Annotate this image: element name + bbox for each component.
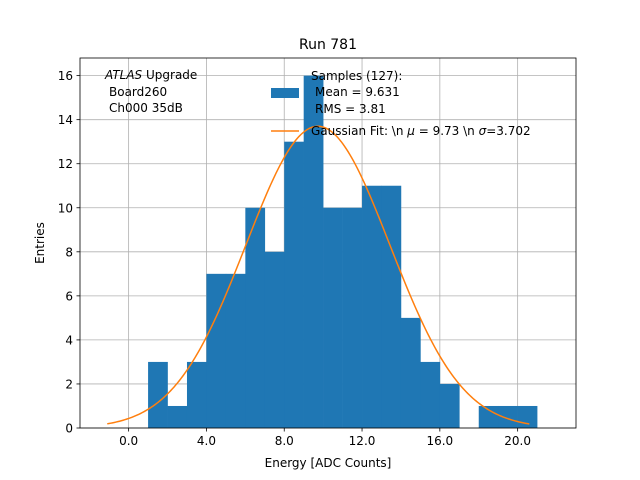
histogram-bar — [400, 317, 421, 428]
chart-title: Run 781 — [299, 37, 357, 53]
atlas-label: ATLAS Upgrade — [104, 68, 197, 82]
histogram-bar — [245, 207, 266, 428]
y-tick-label: 16 — [58, 69, 73, 83]
y-tick-label: 10 — [58, 201, 73, 215]
histogram-bar — [439, 383, 460, 428]
histogram-bar — [264, 251, 285, 428]
y-tick-label: 6 — [65, 289, 73, 303]
board-label: Board260 — [109, 85, 167, 99]
legend-fit-sigma: σ — [479, 124, 487, 138]
y-tick-label: 12 — [58, 157, 73, 171]
x-axis-ticks: 0.0 4.0 8.0 12.0 16.0 20.0 — [119, 428, 531, 448]
legend-fit-label: Gaussian Fit: \n μ = 9.73 \n σ=3.702 — [311, 124, 531, 138]
axes-frame — [79, 57, 577, 429]
x-tick-label: 12.0 — [349, 434, 376, 448]
histogram-bar — [498, 405, 518, 428]
histogram-bars — [148, 75, 538, 428]
legend-hist-rms: RMS = 3.81 — [315, 102, 386, 116]
channel-label: Ch000 35dB — [109, 101, 183, 115]
y-axis-ticks: 0 2 4 6 8 10 12 14 16 — [58, 69, 80, 436]
x-tick-label: 4.0 — [197, 434, 216, 448]
histogram-bar — [517, 405, 538, 428]
y-tick-label: 0 — [65, 422, 73, 436]
atlas-word: ATLAS — [104, 68, 143, 82]
y-tick-label: 8 — [65, 245, 73, 259]
legend-hist-mean: Mean = 9.631 — [315, 85, 400, 99]
histogram-bar — [342, 207, 363, 428]
histogram-bar — [303, 75, 324, 428]
x-axis-label: Energy [ADC Counts] — [265, 456, 392, 470]
histogram-bar — [167, 405, 188, 428]
histogram-bar — [420, 361, 441, 428]
y-tick-label: 14 — [58, 113, 73, 127]
histogram-bar — [381, 185, 402, 428]
histogram-bar — [323, 207, 343, 428]
gaussian-fit-curve — [107, 125, 530, 425]
x-tick-label: 16.0 — [426, 434, 453, 448]
legend-hist-title: Samples (127): — [311, 69, 402, 83]
fit-curve-group — [107, 125, 530, 425]
atlas-suffix: Upgrade — [142, 68, 197, 82]
legend: Samples (127): Mean = 9.631 RMS = 3.81 G… — [271, 69, 531, 138]
x-tick-label: 20.0 — [504, 434, 531, 448]
histogram-bar — [148, 361, 168, 428]
y-tick-label: 2 — [65, 377, 73, 391]
histogram-bar — [225, 273, 246, 428]
y-tick-label: 4 — [65, 333, 73, 347]
legend-fit-end: =3.702 — [486, 124, 530, 138]
histogram-bar — [206, 273, 227, 428]
legend-fit-mu: μ — [406, 124, 415, 138]
histogram-bar — [478, 405, 499, 428]
atlas-annotation: ATLAS Upgrade Board260 Ch000 35dB — [104, 68, 197, 115]
legend-hist-swatch — [271, 88, 299, 98]
legend-fit-prefix: Gaussian Fit: \n — [311, 124, 407, 138]
histogram-bar — [186, 361, 207, 428]
legend-fit-mid: = 9.73 \n — [415, 124, 479, 138]
histogram-bar — [284, 141, 304, 428]
y-axis-label: Entries — [33, 222, 47, 264]
histogram-bar — [362, 185, 382, 428]
x-tick-label: 8.0 — [275, 434, 294, 448]
x-tick-label: 0.0 — [119, 434, 138, 448]
